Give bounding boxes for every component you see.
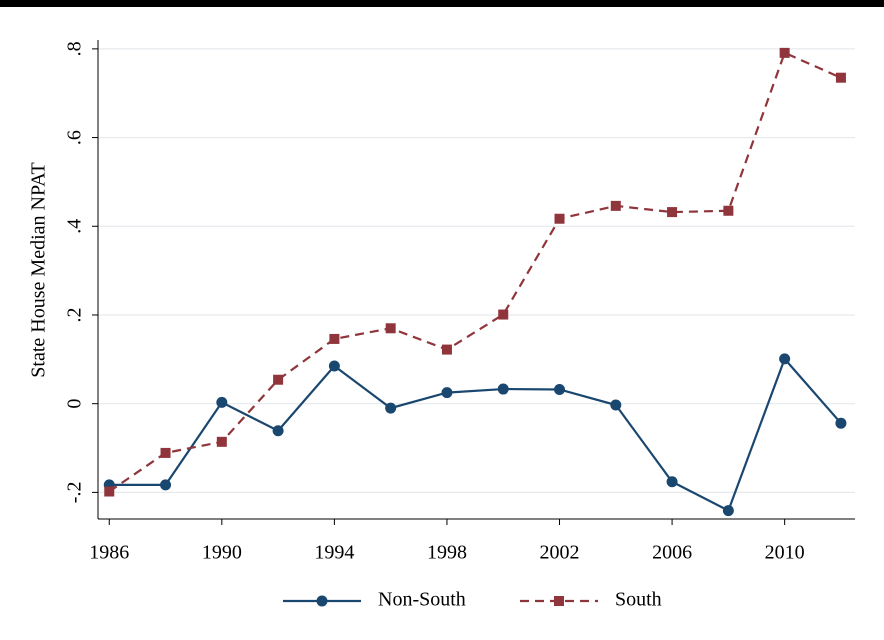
marker bbox=[610, 399, 622, 411]
marker bbox=[104, 486, 115, 497]
y-tick-label: 0 bbox=[64, 399, 86, 409]
legend-label: Non-South bbox=[378, 589, 466, 611]
marker bbox=[835, 417, 847, 429]
marker bbox=[666, 476, 678, 488]
marker bbox=[497, 383, 509, 395]
x-tick-label: 2002 bbox=[540, 542, 580, 564]
marker bbox=[723, 205, 734, 216]
legend-label: South bbox=[615, 589, 662, 611]
y-tick-label: .6 bbox=[64, 130, 86, 145]
y-tick-label: -.2 bbox=[64, 482, 86, 504]
marker bbox=[385, 323, 396, 334]
marker bbox=[160, 479, 172, 491]
marker bbox=[329, 333, 340, 344]
x-tick-label: 2010 bbox=[765, 542, 805, 564]
marker bbox=[441, 344, 452, 355]
legend-marker bbox=[316, 595, 328, 607]
x-tick-label: 2006 bbox=[652, 542, 692, 564]
y-tick-label: .8 bbox=[64, 41, 86, 56]
marker bbox=[385, 402, 397, 414]
marker bbox=[498, 309, 509, 320]
x-tick-label: 1986 bbox=[89, 542, 129, 564]
x-tick-label: 1990 bbox=[202, 542, 242, 564]
marker bbox=[273, 374, 284, 385]
marker bbox=[441, 387, 453, 399]
series-line bbox=[109, 356, 842, 513]
top-bar bbox=[0, 0, 884, 7]
marker bbox=[554, 213, 565, 224]
marker bbox=[779, 353, 791, 365]
marker bbox=[667, 207, 678, 218]
y-tick-label: .4 bbox=[64, 219, 86, 234]
marker bbox=[216, 436, 227, 447]
x-tick-label: 1994 bbox=[314, 542, 354, 564]
marker bbox=[328, 360, 340, 372]
series-line bbox=[108, 51, 842, 493]
marker bbox=[160, 447, 171, 458]
marker bbox=[216, 396, 228, 408]
y-tick-label: .2 bbox=[64, 307, 86, 322]
marker bbox=[779, 47, 790, 58]
marker bbox=[272, 425, 284, 437]
marker bbox=[610, 200, 621, 211]
x-tick-label: 1998 bbox=[427, 542, 467, 564]
y-axis-label: State House Median NPAT bbox=[28, 162, 50, 377]
legend-marker bbox=[554, 596, 564, 606]
marker bbox=[554, 383, 566, 395]
marker bbox=[722, 505, 734, 517]
marker bbox=[835, 72, 846, 83]
